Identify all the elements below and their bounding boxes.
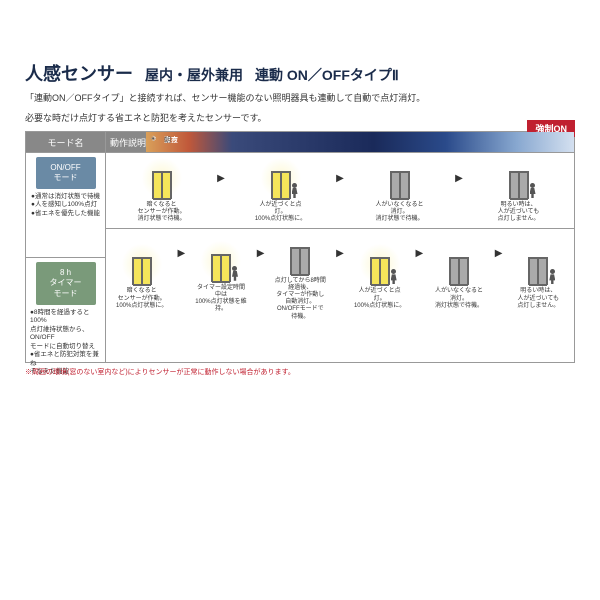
- step: 明るい時は、 人が近づいても 点灯しません。: [505, 243, 572, 310]
- person-icon: [548, 269, 556, 285]
- entrance-diagram: [380, 157, 420, 199]
- mode-button: 8 h タイマー モード: [36, 262, 96, 305]
- step: 人がいなくなると消灯。 消灯状態で待機。: [425, 243, 492, 310]
- arrow-icon: [494, 233, 504, 275]
- arrow-icon: [454, 157, 464, 199]
- arrow-icon: [176, 233, 186, 275]
- entrance-diagram: [518, 243, 558, 285]
- entrance-diagram: [261, 157, 301, 199]
- step-caption: 暗くなると センサーが作動。 100%点灯状態に。: [116, 288, 167, 310]
- step: 明るい時は、 人が近づいても 点灯しません。: [465, 157, 572, 224]
- entrance-diagram: [201, 240, 241, 282]
- mode-text: ●通常は消灯状態で待機 ●人を感知し100%点灯 ●省エネを優先した機能: [31, 193, 100, 218]
- step-caption: 暗くなると センサーが作動。 消灯状態で待機。: [137, 202, 185, 224]
- arrow-icon: [335, 157, 345, 199]
- entrance-diagram: [280, 233, 320, 275]
- entrance-diagram: [122, 243, 162, 285]
- mode-button: ON/OFF モード: [36, 157, 96, 189]
- step: 人が近づくと点灯。 100%点灯状態に。: [227, 157, 334, 224]
- step-caption: 人がいなくなると消灯。 消灯状態で待機。: [433, 288, 485, 310]
- entrance-diagram: [499, 157, 539, 199]
- title-type: 連動 ON／OFFタイプⅡ: [255, 65, 399, 85]
- arrow-icon: [414, 233, 424, 275]
- desc-row: 暗くなると センサーが作動。 100%点灯状態に。 タイマー設定時間中は 100%…: [106, 228, 574, 325]
- person-icon: [529, 183, 537, 199]
- person-icon: [231, 266, 239, 282]
- person-icon: [291, 183, 299, 199]
- step-caption: 人が近づくと点灯。 100%点灯状態に。: [354, 288, 406, 310]
- entrance-diagram: [142, 157, 182, 199]
- mode-table: モード名 ON/OFF モード ●通常は消灯状態で待機 ●人を感知し100%点灯 …: [25, 131, 575, 363]
- time-morning-icon: ☀: [150, 135, 156, 143]
- step: 人が近づくと点灯。 100%点灯状態に。: [346, 243, 413, 310]
- title-main: 人感センサー: [25, 60, 133, 86]
- entrance-diagram: [360, 243, 400, 285]
- arrow-icon: [256, 233, 266, 275]
- entrance-diagram: [439, 243, 479, 285]
- title-sub: 屋内・屋外兼用: [145, 65, 243, 85]
- description-2: 必要な時だけ点灯する省エネと防犯を考えたセンサーです。: [25, 112, 575, 126]
- step: タイマー設定時間中は 100%点灯状態を維持。: [187, 240, 254, 314]
- mode-cell: 8 h タイマー モード●8時間を経過すると100% 点灯維持状態から、ON/O…: [26, 257, 106, 362]
- time-gradient: ☀夕方 ☽夜 ☽深夜 ☀朝: [146, 132, 574, 152]
- step-caption: 人が近づくと点灯。 100%点灯状態に。: [255, 202, 307, 224]
- arrow-icon: [335, 233, 345, 275]
- step-caption: 明るい時は、 人が近づいても 点灯しません。: [517, 288, 559, 310]
- footnote: ※周囲の環境(窓のない室内など)によりセンサーが正常に動作しない場合があります。: [25, 367, 575, 377]
- header-mode: モード名: [26, 132, 105, 152]
- step: 暗くなると センサーが作動。 100%点灯状態に。: [108, 243, 175, 310]
- header-desc: 動作説明 ☀夕方 ☽夜 ☽深夜 ☀朝: [106, 132, 574, 152]
- step-caption: 点灯してから8時間経過後、 タイマーが作動し自動消灯。 ON/OFFモードで待機…: [274, 278, 326, 321]
- step-caption: 明るい時は、 人が近づいても 点灯しません。: [498, 202, 540, 224]
- step: 人がいなくなると消灯。 消灯状態で待機。: [346, 157, 453, 224]
- desc-row: 暗くなると センサーが作動。 消灯状態で待機。 人が近づくと点灯。 100%点灯状…: [106, 152, 574, 228]
- mode-cell: ON/OFF モード ●通常は消灯状態で待機 ●人を感知し100%点灯 ●省エネを…: [26, 152, 106, 257]
- arrow-icon: [216, 157, 226, 199]
- person-icon: [390, 269, 398, 285]
- step-caption: 人がいなくなると消灯。 消灯状態で待機。: [374, 202, 426, 224]
- description-1: 「連動ON／OFFタイプ」と接続すれば、センサー機能のない照明器具も連動して自動…: [25, 92, 575, 106]
- step: 暗くなると センサーが作動。 消灯状態で待機。: [108, 157, 215, 224]
- step: 点灯してから8時間経過後、 タイマーが作動し自動消灯。 ON/OFFモードで待機…: [267, 233, 334, 321]
- step-caption: タイマー設定時間中は 100%点灯状態を維持。: [195, 285, 247, 314]
